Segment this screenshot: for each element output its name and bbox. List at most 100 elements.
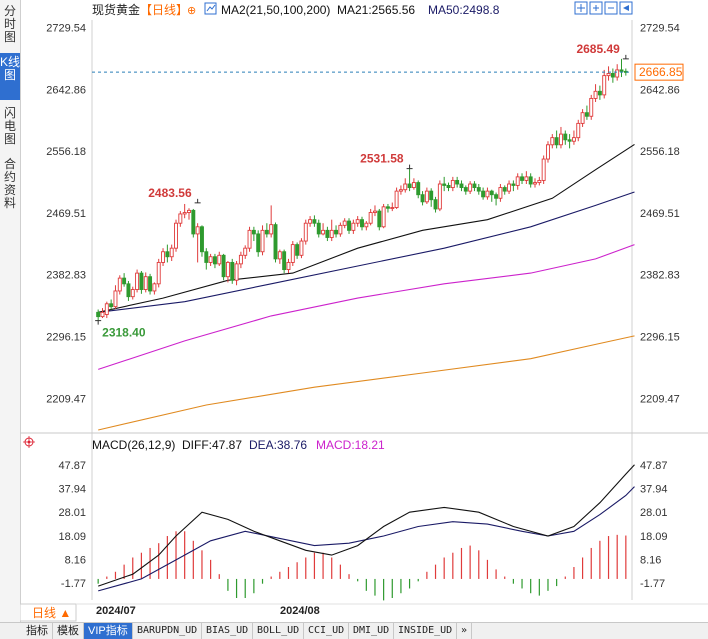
candle <box>381 203 386 229</box>
candle <box>546 141 550 163</box>
macd-tick-right: -1.77 <box>640 578 665 590</box>
period-button[interactable] <box>20 603 77 622</box>
bottom-tab-9[interactable]: » <box>457 623 473 639</box>
candle <box>342 218 347 229</box>
candle <box>472 181 477 192</box>
sidebar-tab-1[interactable]: K线图 <box>0 53 20 100</box>
candle <box>455 176 460 188</box>
candle <box>463 185 468 195</box>
candle <box>251 226 256 242</box>
candle <box>96 309 101 321</box>
price-tick-left: 2469.51 <box>46 208 86 220</box>
price-tick-right: 2382.83 <box>640 270 680 282</box>
move-icon[interactable] <box>574 1 588 15</box>
bottom-tab-7[interactable]: DMI_UD <box>349 623 395 639</box>
candle <box>277 249 282 264</box>
zoom-out-icon[interactable] <box>604 1 618 15</box>
candle <box>390 202 395 212</box>
candle <box>398 185 403 195</box>
bottom-tab-4[interactable]: BIAS_UD <box>202 623 254 639</box>
candle <box>377 208 382 231</box>
settings-icon[interactable]: ⊕ <box>187 5 196 17</box>
sidebar-tab-3[interactable]: 合约资料 <box>3 157 16 210</box>
candle <box>446 182 451 192</box>
candle <box>139 270 144 294</box>
sidebar-tab-2[interactable]: 闪电图 <box>3 106 16 146</box>
indicator-selector-icon[interactable] <box>204 2 217 15</box>
candle <box>260 225 265 256</box>
candle <box>541 155 546 184</box>
candle <box>602 69 607 99</box>
candle <box>200 225 204 257</box>
candle <box>563 130 568 145</box>
macd-tick-left: 18.09 <box>58 531 86 543</box>
bottom-tab-2[interactable]: VIP指标 <box>84 623 133 639</box>
macd-settings-icon[interactable] <box>23 436 35 448</box>
candle <box>269 205 274 238</box>
sidebar: 分时图 K线图闪电图合约资料 <box>0 0 21 622</box>
candle <box>308 216 313 227</box>
candle <box>152 282 157 295</box>
price-tick-right: 2469.51 <box>640 208 680 220</box>
candle <box>502 185 507 195</box>
ma200-line <box>98 335 635 431</box>
ma21-readout: MA21:2565.56 <box>337 3 415 17</box>
candle <box>589 94 594 120</box>
candle <box>515 173 520 190</box>
candle <box>520 173 524 184</box>
bottom-tab-0[interactable]: 指标 <box>22 623 53 639</box>
bottom-tab-5[interactable]: BOLL_UD <box>253 623 305 639</box>
candle <box>468 181 473 194</box>
annotation-label: 2483.56 <box>148 186 192 200</box>
candle <box>360 216 364 231</box>
candle <box>550 134 555 149</box>
candle <box>113 285 118 309</box>
candle <box>511 180 516 192</box>
current-price-box <box>634 63 684 81</box>
candle <box>161 248 166 266</box>
candle <box>191 208 196 238</box>
macd-tick-right: 37.94 <box>640 484 668 496</box>
candle <box>355 216 360 227</box>
macd-dea-readout: DEA:38.76 <box>249 438 307 452</box>
candle <box>507 180 512 194</box>
candle <box>373 205 377 217</box>
bottom-tab-3[interactable]: BARUPDN_UD <box>133 623 203 639</box>
macd-histogram <box>97 531 627 601</box>
candle <box>143 272 148 293</box>
zoom-in-icon[interactable] <box>589 1 603 15</box>
bottom-tab-8[interactable]: INSIDE_UD <box>394 623 458 639</box>
candle <box>615 64 620 81</box>
sidebar-tab-0[interactable]: 分时图 <box>3 4 16 44</box>
candle <box>299 238 304 259</box>
period-label[interactable]: 【日线】 <box>140 3 188 17</box>
candle <box>247 226 252 252</box>
candle <box>416 180 421 199</box>
x-label-jul: 2024/07 <box>96 605 136 617</box>
macd-tick-right: 47.87 <box>640 460 668 472</box>
candle <box>498 184 503 202</box>
candle <box>243 245 248 259</box>
candle <box>385 203 390 213</box>
price-annotations: 2318.40 2483.56 2531.58 2685.49 <box>95 42 629 340</box>
chart-area[interactable]: 现货黄金 【日线】 ⊕ MA2(21,50,100,200) MA21:2565… <box>20 0 708 622</box>
indicator-tab-bar: 指标 模板 VIP指标 BARUPDN_UD BIAS_UD BOLL_UD CCI_UD D… <box>0 622 708 639</box>
candle <box>364 221 369 231</box>
candle <box>174 219 178 252</box>
macd-diff-readout: DIFF:47.87 <box>182 438 242 452</box>
candle <box>567 134 572 149</box>
bottom-tab-6[interactable]: CCI_UD <box>304 623 350 639</box>
candle <box>187 208 191 220</box>
price-tick-right: 2556.18 <box>640 146 680 158</box>
candle <box>533 178 537 188</box>
macd-tick-left: 47.87 <box>58 460 86 472</box>
candle <box>204 248 209 270</box>
candle <box>593 84 598 102</box>
price-tick-right: 2642.86 <box>640 84 680 96</box>
period-button-label[interactable]: 日线 ▲ <box>32 606 71 620</box>
bottom-tab-1[interactable]: 模板 <box>53 623 84 639</box>
macd-tick-left: 8.16 <box>65 554 86 566</box>
ma100-line <box>98 244 635 370</box>
candle <box>347 218 351 234</box>
scroll-left-icon[interactable] <box>619 1 633 15</box>
